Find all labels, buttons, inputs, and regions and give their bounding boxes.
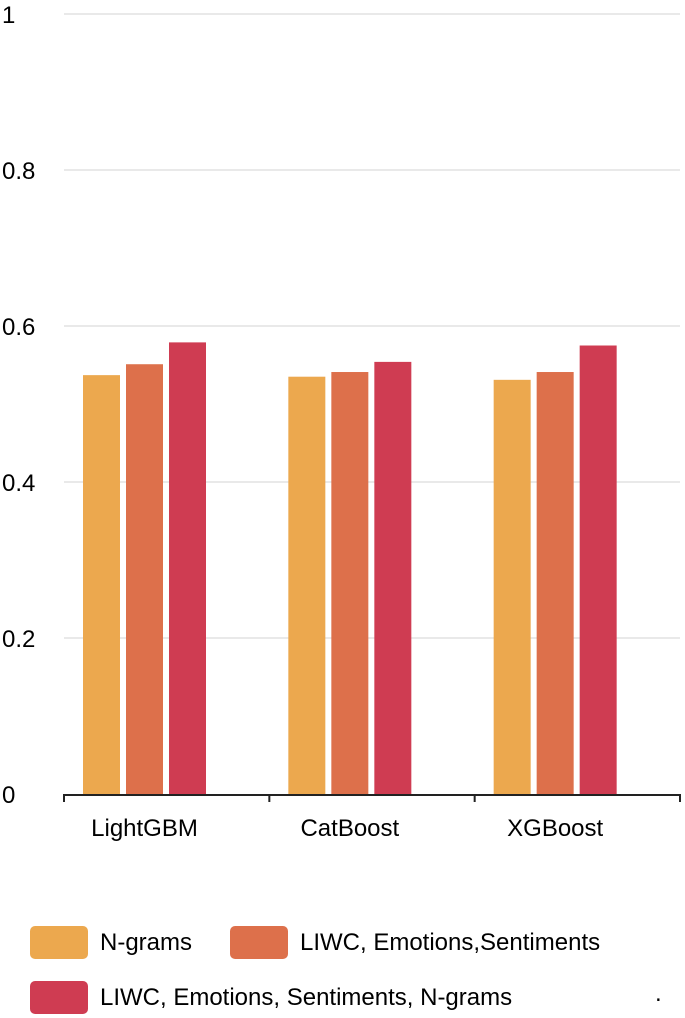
bar-catboost-series-2[interactable] xyxy=(374,361,412,794)
legend-swatch xyxy=(30,926,88,959)
legend-swatch xyxy=(30,981,88,1014)
y-tick-label: 0.4 xyxy=(2,470,35,497)
y-tick-label: 0 xyxy=(2,782,15,809)
bar-catboost-series-1[interactable] xyxy=(331,372,369,794)
bar-xgboost-series-0[interactable] xyxy=(493,379,531,794)
legend-item-liwc-emotions-sentiments[interactable]: LIWC, Emotions,Sentiments xyxy=(230,926,600,959)
legend-label: N-grams xyxy=(100,928,193,956)
legend-label: LIWC, Emotions,Sentiments xyxy=(300,928,601,956)
gridlines xyxy=(64,13,680,639)
bar-xgboost-series-2[interactable] xyxy=(579,345,617,795)
legend-label: LIWC, Emotions, Sentiments, N-grams xyxy=(100,983,513,1011)
y-tick-label: 0.8 xyxy=(2,158,35,185)
bar-lightgbm-series-1[interactable] xyxy=(126,364,163,794)
x-category-label: CatBoost xyxy=(300,815,399,842)
x-category-label: XGBoost xyxy=(507,815,603,842)
bar-catboost-series-0[interactable] xyxy=(288,376,326,794)
y-tick-label: 1 xyxy=(2,2,15,29)
stray-mark: . xyxy=(655,980,662,1007)
bar-lightgbm-series-0[interactable] xyxy=(83,375,120,794)
legend-item-ngrams[interactable]: N-grams xyxy=(30,926,192,959)
y-axis-tick-labels: 0 0.2 0.4 0.6 0.8 1 xyxy=(2,2,35,809)
x-axis xyxy=(63,794,681,802)
bar-xgboost-series-1[interactable] xyxy=(536,372,574,794)
x-category-label: LightGBM xyxy=(91,815,198,842)
bar-chart: 0 0.2 0.4 0.6 0.8 1 LightGBM CatBoost XGBoost xyxy=(2,2,681,842)
bars xyxy=(83,342,617,794)
y-tick-label: 0.6 xyxy=(2,314,35,341)
bar-lightgbm-series-2[interactable] xyxy=(169,342,206,794)
y-tick-label: 0.2 xyxy=(2,626,35,653)
legend: N-grams LIWC, Emotions,Sentiments LIWC, … xyxy=(30,918,680,1018)
legend-swatch xyxy=(230,926,288,959)
legend-item-liwc-emotions-sentiments-ngrams[interactable]: LIWC, Emotions, Sentiments, N-grams xyxy=(30,981,512,1014)
x-axis-category-labels: LightGBM CatBoost XGBoost xyxy=(91,815,603,842)
